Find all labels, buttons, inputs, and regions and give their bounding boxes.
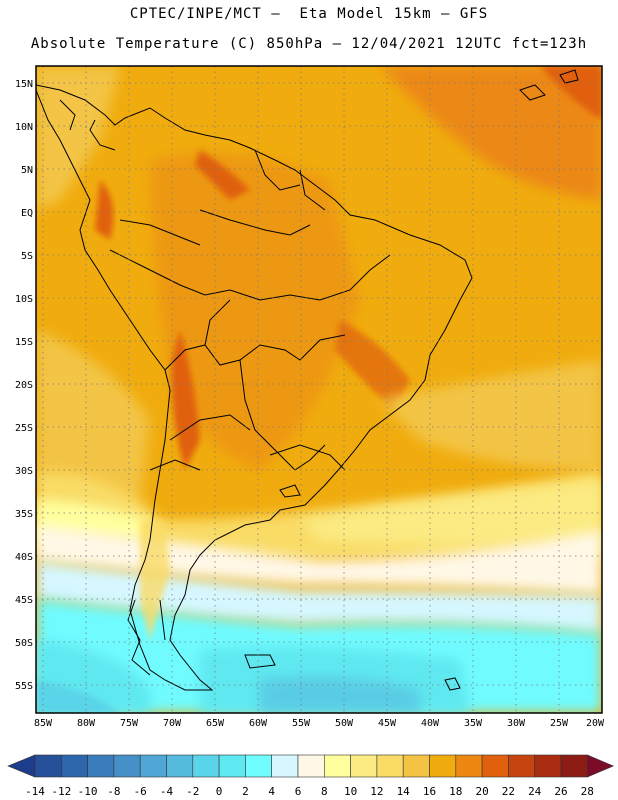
- temperature-field: [36, 66, 602, 713]
- colorbar-label: -4: [160, 785, 174, 798]
- colorbar-label: 24: [528, 785, 542, 798]
- colorbar-box: [429, 754, 457, 778]
- colorbar-box: [323, 754, 351, 778]
- colorbar-box: [350, 754, 378, 778]
- colorbar-box: [166, 754, 194, 778]
- colorbar-label: 22: [502, 785, 515, 798]
- lon-label: 50W: [335, 718, 354, 729]
- colorbar-box: [376, 754, 404, 778]
- colorbar-boxes: [7, 754, 615, 778]
- colorbar-label: 20: [475, 785, 488, 798]
- colorbar-box: [481, 754, 509, 778]
- lon-label: 25W: [550, 718, 569, 729]
- lat-label: 35S: [15, 509, 33, 520]
- colorbar-box: [508, 754, 535, 778]
- lat-label: 5N: [21, 165, 33, 176]
- colorbar-box: [34, 754, 62, 778]
- colorbar-min-cap: [7, 754, 36, 778]
- colorbar-labels: -14 -12 -10 -8 -6 -4 -2 0 2 4 6 8 10 12 14 16 18 20 22 24 26…: [25, 785, 594, 798]
- colorbar-box: [192, 754, 220, 778]
- lon-label: 85W: [34, 718, 53, 729]
- colorbar-label: 16: [423, 785, 436, 798]
- colorbar-label: -14: [25, 785, 45, 798]
- colorbar-box: [560, 754, 588, 778]
- colorbar-box: [271, 754, 299, 778]
- lat-label: 30S: [15, 466, 33, 477]
- title-variable: Absolute Temperature (C) 850hPa – 12/04/…: [30, 36, 588, 52]
- lat-lon-grid: [36, 66, 602, 713]
- colorbar-label: 12: [370, 785, 383, 798]
- colorbar-box: [139, 754, 167, 778]
- colorbar-box: [60, 754, 88, 778]
- colorbar-max-cap: [586, 754, 615, 778]
- colorbar-label: -8: [107, 785, 120, 798]
- colorbar-label: 18: [449, 785, 462, 798]
- lat-label: 40S: [15, 552, 33, 563]
- lon-label: 65W: [206, 718, 225, 729]
- colorbar-label: 10: [344, 785, 357, 798]
- colorbar-box: [297, 754, 325, 778]
- colorbar-box: [218, 754, 246, 778]
- colorbar-label: 6: [295, 785, 302, 798]
- lon-label: 70W: [163, 718, 182, 729]
- lat-label: 45S: [15, 595, 33, 606]
- colorbar-label: -10: [78, 785, 98, 798]
- lon-label: 40W: [421, 718, 440, 729]
- colorbar-label: 28: [581, 785, 594, 798]
- lat-label: 15S: [15, 337, 33, 348]
- title-model: CPTEC/INPE/MCT – Eta Model 15km – GFS: [129, 6, 489, 22]
- lat-label: 10N: [15, 122, 33, 133]
- lon-label: 80W: [77, 718, 96, 729]
- colorbar-box: [245, 754, 272, 778]
- colorbar-box: [113, 754, 141, 778]
- colorbar-box: [402, 754, 430, 778]
- lat-label: 15N: [15, 79, 33, 90]
- lat-label: 50S: [15, 638, 33, 649]
- colorbar-label: -12: [51, 785, 71, 798]
- lon-label: 55W: [292, 718, 311, 729]
- lon-label: 45W: [378, 718, 397, 729]
- colorbar-label: 2: [242, 785, 249, 798]
- colorbar-box: [87, 754, 115, 778]
- colorbar-box: [455, 754, 483, 778]
- lon-label: 60W: [249, 718, 268, 729]
- lon-label: 35W: [464, 718, 483, 729]
- colorbar-label: 4: [268, 785, 275, 798]
- lon-label: 75W: [120, 718, 139, 729]
- lat-label: 55S: [15, 681, 33, 692]
- colorbar-label: 14: [397, 785, 411, 798]
- lat-label: EQ: [21, 208, 33, 219]
- colorbar-label: 8: [321, 785, 328, 798]
- lat-label: 5S: [21, 251, 33, 262]
- colorbar-box: [534, 754, 562, 778]
- lat-label: 10S: [15, 294, 33, 305]
- colorbar-label: 0: [216, 785, 223, 798]
- lon-label: 20W: [586, 718, 605, 729]
- colorbar-label: 26: [554, 785, 567, 798]
- colorbar-label: -2: [186, 785, 199, 798]
- lon-label: 30W: [507, 718, 526, 729]
- lat-label: 25S: [15, 423, 33, 434]
- map-frame: [35, 65, 603, 714]
- colorbar-label: -6: [134, 785, 147, 798]
- lat-label: 20S: [15, 380, 33, 391]
